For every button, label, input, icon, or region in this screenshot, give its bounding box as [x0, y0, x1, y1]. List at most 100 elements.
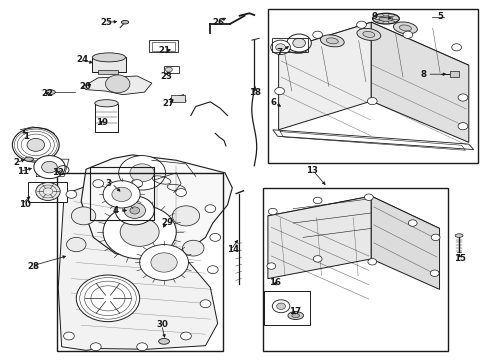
Bar — [271, 38, 308, 52]
Ellipse shape — [95, 100, 118, 107]
Text: 12: 12 — [52, 168, 64, 177]
Bar — [449, 71, 458, 77]
Bar — [90, 167, 154, 220]
Circle shape — [105, 75, 130, 93]
Circle shape — [402, 31, 412, 39]
Polygon shape — [278, 22, 468, 92]
Circle shape — [66, 237, 86, 252]
Text: 5: 5 — [436, 12, 442, 21]
Circle shape — [364, 194, 372, 201]
Circle shape — [41, 161, 57, 173]
Circle shape — [276, 303, 285, 310]
Bar — [95, 104, 118, 132]
Text: 9: 9 — [370, 12, 377, 21]
Circle shape — [90, 343, 101, 351]
Circle shape — [132, 180, 142, 188]
Polygon shape — [82, 76, 152, 95]
Polygon shape — [272, 130, 473, 149]
Circle shape — [12, 128, 59, 162]
Circle shape — [209, 233, 220, 241]
Bar — [152, 42, 175, 51]
Bar — [28, 182, 67, 202]
Circle shape — [430, 234, 439, 240]
Circle shape — [124, 203, 145, 219]
Text: 20: 20 — [80, 82, 91, 91]
Ellipse shape — [362, 31, 374, 37]
Text: 19: 19 — [96, 118, 108, 127]
Circle shape — [268, 208, 277, 215]
Circle shape — [451, 44, 461, 51]
Circle shape — [270, 40, 290, 54]
Text: 13: 13 — [306, 166, 318, 175]
Circle shape — [313, 256, 322, 262]
Circle shape — [130, 164, 154, 182]
Text: 21: 21 — [158, 46, 170, 55]
Circle shape — [457, 123, 467, 130]
Bar — [171, 95, 184, 102]
Circle shape — [36, 183, 60, 201]
Circle shape — [119, 156, 165, 190]
Text: 15: 15 — [453, 255, 465, 264]
Circle shape — [275, 44, 285, 51]
Circle shape — [175, 189, 186, 197]
Text: 4: 4 — [113, 206, 119, 215]
Text: 18: 18 — [249, 87, 261, 96]
Circle shape — [367, 258, 376, 265]
Circle shape — [103, 205, 176, 259]
Bar — [263, 188, 447, 351]
Bar — [149, 40, 177, 52]
Ellipse shape — [320, 35, 344, 47]
Text: 8: 8 — [419, 70, 425, 79]
Ellipse shape — [24, 157, 33, 161]
Bar — [57, 173, 222, 351]
Text: 27: 27 — [162, 99, 174, 108]
Circle shape — [274, 87, 284, 95]
Circle shape — [313, 197, 322, 204]
Circle shape — [457, 94, 467, 101]
Ellipse shape — [121, 21, 128, 24]
Text: 25: 25 — [101, 18, 112, 27]
Circle shape — [356, 21, 366, 28]
Polygon shape — [370, 196, 439, 289]
Circle shape — [429, 270, 438, 276]
Polygon shape — [267, 196, 439, 248]
Ellipse shape — [283, 41, 307, 53]
Ellipse shape — [393, 22, 416, 34]
Circle shape — [200, 300, 210, 308]
Circle shape — [112, 187, 131, 202]
Circle shape — [272, 300, 289, 313]
Polygon shape — [278, 22, 370, 130]
Bar — [92, 57, 125, 72]
Circle shape — [93, 180, 103, 188]
Text: 14: 14 — [227, 246, 239, 255]
Circle shape — [76, 275, 140, 321]
Text: 30: 30 — [157, 320, 168, 329]
Circle shape — [103, 181, 140, 208]
Circle shape — [120, 218, 159, 246]
Circle shape — [27, 138, 44, 151]
Text: 17: 17 — [289, 307, 301, 316]
Circle shape — [277, 44, 287, 51]
Ellipse shape — [454, 234, 462, 237]
Circle shape — [172, 206, 199, 226]
Circle shape — [130, 207, 140, 214]
Ellipse shape — [378, 16, 392, 21]
Circle shape — [66, 190, 77, 198]
Text: 1: 1 — [22, 132, 29, 141]
Bar — [264, 291, 310, 325]
Text: 26: 26 — [212, 18, 224, 27]
Ellipse shape — [287, 312, 303, 319]
Text: 7: 7 — [276, 48, 282, 57]
Circle shape — [366, 98, 376, 105]
Text: 2: 2 — [14, 158, 20, 167]
Bar — [163, 66, 178, 73]
Text: 24: 24 — [76, 55, 88, 64]
Circle shape — [180, 332, 191, 340]
Ellipse shape — [92, 53, 125, 62]
Text: 16: 16 — [268, 278, 280, 287]
Ellipse shape — [45, 90, 55, 94]
Circle shape — [286, 34, 311, 52]
Polygon shape — [81, 155, 232, 259]
Ellipse shape — [372, 13, 399, 24]
Polygon shape — [58, 185, 217, 350]
